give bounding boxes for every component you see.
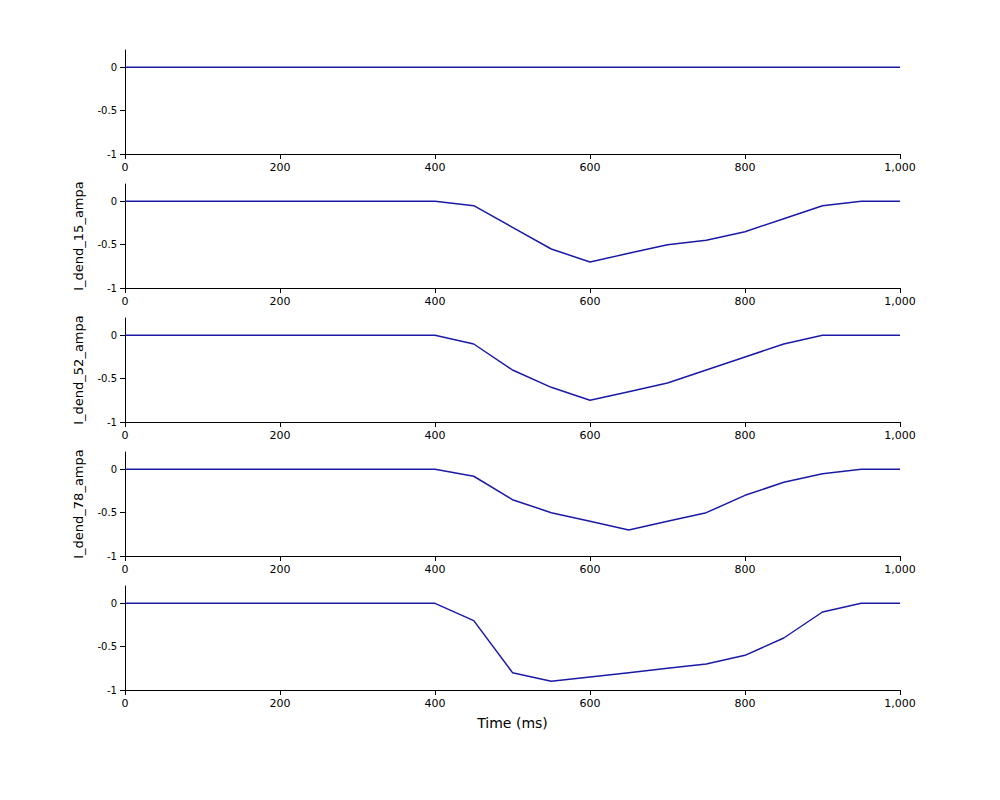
svg-text:1,000: 1,000 xyxy=(884,429,916,442)
svg-text:I_dend_78_ampa: I_dend_78_ampa xyxy=(71,449,86,558)
svg-text:0: 0 xyxy=(122,429,129,442)
svg-text:800: 800 xyxy=(735,697,756,710)
svg-text:-1: -1 xyxy=(107,417,117,428)
svg-text:-0.5: -0.5 xyxy=(97,641,117,652)
svg-text:200: 200 xyxy=(270,295,291,308)
svg-text:0: 0 xyxy=(122,295,129,308)
svg-text:Time (ms): Time (ms) xyxy=(476,715,548,731)
svg-text:600: 600 xyxy=(580,429,601,442)
svg-text:1,000: 1,000 xyxy=(884,697,916,710)
svg-text:-1: -1 xyxy=(107,283,117,294)
svg-text:200: 200 xyxy=(270,697,291,710)
svg-text:-0.5: -0.5 xyxy=(97,105,117,116)
svg-text:600: 600 xyxy=(580,697,601,710)
svg-text:-1: -1 xyxy=(107,685,117,696)
svg-text:800: 800 xyxy=(735,295,756,308)
svg-text:0: 0 xyxy=(111,330,117,341)
svg-text:I_dend_15_ampa: I_dend_15_ampa xyxy=(71,181,86,290)
svg-text:-0.5: -0.5 xyxy=(97,507,117,518)
svg-text:-1: -1 xyxy=(107,551,117,562)
svg-text:1,000: 1,000 xyxy=(884,295,916,308)
svg-text:400: 400 xyxy=(425,295,446,308)
svg-text:0: 0 xyxy=(111,464,117,475)
svg-text:-0.5: -0.5 xyxy=(97,239,117,250)
svg-text:800: 800 xyxy=(735,563,756,576)
svg-text:0: 0 xyxy=(122,697,129,710)
svg-text:400: 400 xyxy=(425,161,446,174)
svg-text:800: 800 xyxy=(735,429,756,442)
svg-text:0: 0 xyxy=(122,161,129,174)
svg-text:0: 0 xyxy=(111,196,117,207)
svg-text:200: 200 xyxy=(270,161,291,174)
svg-text:200: 200 xyxy=(270,429,291,442)
svg-text:600: 600 xyxy=(580,295,601,308)
svg-text:600: 600 xyxy=(580,563,601,576)
svg-text:1,000: 1,000 xyxy=(884,161,916,174)
svg-text:200: 200 xyxy=(270,563,291,576)
svg-text:600: 600 xyxy=(580,161,601,174)
svg-text:800: 800 xyxy=(735,161,756,174)
svg-text:0: 0 xyxy=(111,598,117,609)
svg-text:0: 0 xyxy=(111,62,117,73)
svg-text:I_dend_52_ampa: I_dend_52_ampa xyxy=(71,315,86,424)
svg-text:-1: -1 xyxy=(107,149,117,160)
svg-text:0: 0 xyxy=(122,563,129,576)
svg-text:400: 400 xyxy=(425,563,446,576)
svg-text:1,000: 1,000 xyxy=(884,563,916,576)
svg-text:400: 400 xyxy=(425,697,446,710)
svg-text:-0.5: -0.5 xyxy=(97,373,117,384)
svg-text:400: 400 xyxy=(425,429,446,442)
